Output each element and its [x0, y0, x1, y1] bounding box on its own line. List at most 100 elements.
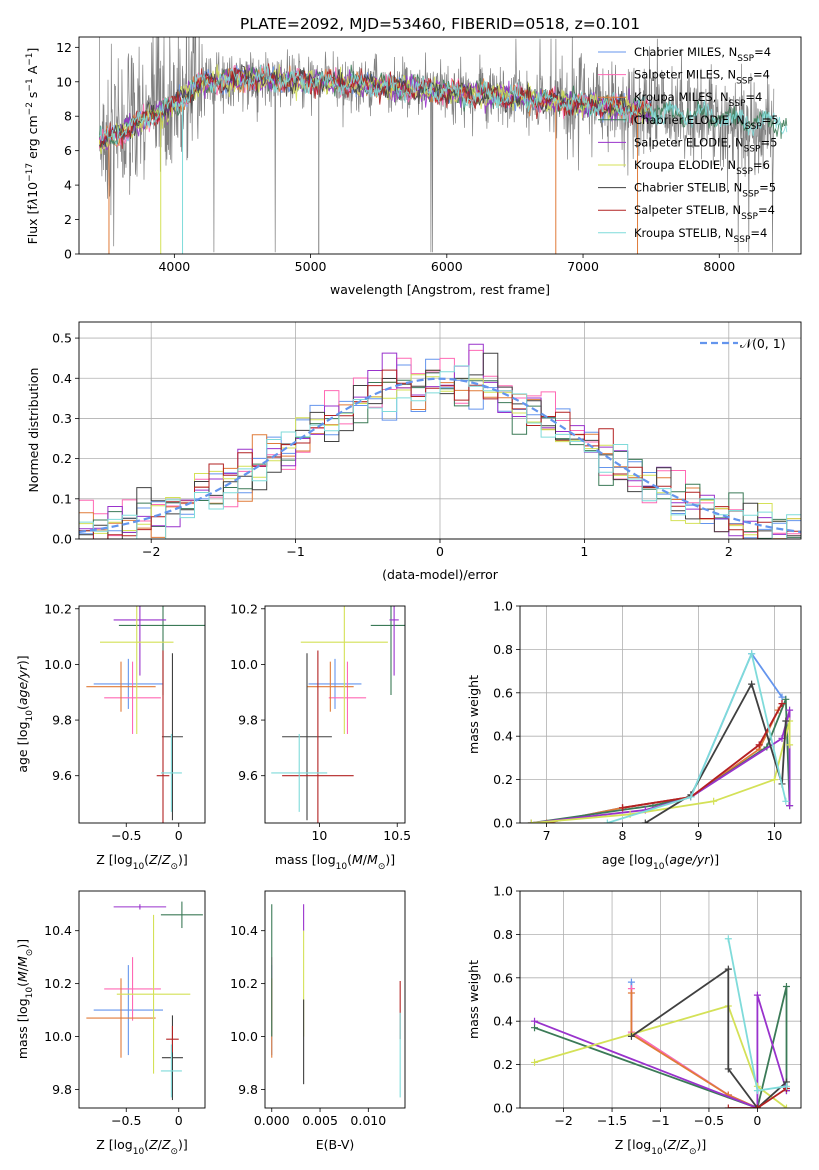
x-tick-label: −2 — [142, 544, 160, 559]
y-tick-label: 9.8 — [52, 713, 72, 728]
y-tick-label: 10.2 — [230, 976, 258, 991]
axes-frame — [78, 890, 206, 1109]
y-tick-label: 10.4 — [230, 923, 258, 938]
x-tick-label: 7000 — [567, 259, 599, 274]
y-tick-label: 0.0 — [493, 1101, 513, 1116]
y-tick-label: 0.0 — [493, 816, 513, 831]
weight-marker — [753, 991, 761, 999]
x-axis-label: Z [log10(Z/Z⊙)] — [96, 1137, 188, 1157]
y-tick-label: 10.0 — [44, 657, 72, 672]
x-tick-label: 0.010 — [350, 1113, 386, 1128]
figure-title: PLATE=2092, MJD=53460, FIBERID=0518, z=0… — [240, 15, 640, 33]
axes-weight-vs-Z: −2 −1.5 −1 −0.5 0 0.0 0.2 0.4 0.6 0.8 1.0 Z [log10(… — [466, 884, 802, 1157]
y-tick-label: 0.8 — [493, 642, 513, 657]
x-tick-label: −1 — [651, 1113, 669, 1128]
x-axis-label: E(B-V) — [316, 1137, 355, 1152]
weight-marker — [641, 819, 649, 823]
weight-marker — [619, 804, 627, 812]
weight-series — [728, 1087, 788, 1108]
weight-series — [622, 703, 783, 809]
y-tick-label: 10.4 — [44, 923, 72, 938]
weight-marker — [782, 982, 790, 990]
x-tick-label: 1 — [580, 544, 588, 559]
weight-marker — [778, 693, 786, 701]
legend-entry: Chabrier ELODIE, NSSP=5 — [634, 113, 779, 132]
x-tick-label: 8000 — [703, 259, 735, 274]
weight-marker — [748, 680, 756, 688]
weight-marker — [786, 706, 794, 714]
y-axis-label: age [log10(age/yr)] — [15, 655, 35, 772]
axes-frame — [264, 890, 406, 1109]
y-axis-label: mass weight — [466, 960, 481, 1039]
x-axis-label: Z [log10(Z/Z⊙)] — [615, 1137, 707, 1157]
plot-area — [271, 904, 401, 1098]
y-tick-label: 0.5 — [52, 331, 72, 346]
y-axis-label: mass [log10(M/M⊙)] — [15, 939, 35, 1059]
x-axis-label: wavelength [Angstrom, rest frame] — [330, 282, 550, 297]
y-tick-label: 2 — [64, 212, 72, 227]
legend-entry: Chabrier MILES, NSSP=4 — [634, 45, 771, 64]
axes-frame — [78, 321, 802, 540]
x-tick-label: −0.5 — [111, 828, 141, 843]
plot-area — [98, 37, 788, 254]
x-tick-label: −1 — [286, 544, 304, 559]
y-tick-label: 10.0 — [44, 1029, 72, 1044]
axes-age-vs-mass: 10 10.5 9.6 9.8 10.0 10.2 mass [log10(M/M⊙)] — [230, 601, 411, 872]
weight-marker — [531, 1017, 539, 1025]
plot-area — [79, 343, 801, 539]
axes-frame — [519, 605, 802, 824]
y-tick-label: 0.6 — [493, 970, 513, 985]
y-tick-label: 10.2 — [44, 976, 72, 991]
y-tick-label: 0.6 — [493, 685, 513, 700]
legend-entry: 𝒩(0, 1) — [740, 336, 786, 351]
weight-series — [534, 986, 788, 1108]
weight-marker — [710, 797, 718, 805]
weight-marker — [782, 1104, 790, 1108]
y-tick-label: 10 — [56, 74, 72, 89]
weight-series — [531, 720, 791, 823]
weight-marker — [786, 802, 794, 810]
x-tick-label: 0 — [175, 828, 183, 843]
plot-area — [86, 606, 205, 823]
x-axis-label: mass [log10(M/M⊙)] — [275, 852, 395, 872]
y-tick-label: 9.6 — [238, 768, 258, 783]
weight-marker — [753, 1087, 761, 1095]
weight-marker — [755, 741, 763, 749]
x-tick-label: 9 — [694, 828, 702, 843]
x-tick-label: 6000 — [431, 259, 463, 274]
y-axis-label: Flux [fλ10−17 erg cm−2 s−1 A−1] — [25, 48, 40, 245]
weight-marker — [724, 965, 732, 973]
legend-entry: Kroupa MILES, NSSP=4 — [634, 90, 762, 109]
x-tick-label: 0 — [175, 1113, 183, 1128]
y-tick-label: 4 — [64, 178, 72, 193]
y-axis-label: Normed distribution — [26, 368, 41, 493]
weight-series — [534, 994, 788, 1108]
axes-age-vs-Z: −0.5 0 9.6 9.8 10.0 10.2 Z [log10(Z/Z⊙)] age [l… — [15, 601, 206, 872]
y-tick-label: 10.2 — [230, 601, 258, 616]
x-tick-label: 0 — [436, 544, 444, 559]
weight-series — [607, 650, 787, 823]
y-tick-label: 0.2 — [493, 772, 513, 787]
model-line — [99, 63, 652, 149]
x-tick-label: −2 — [554, 1113, 572, 1128]
x-tick-label: 10.5 — [383, 828, 411, 843]
y-tick-label: 0.8 — [493, 927, 513, 942]
weight-marker — [724, 1104, 732, 1108]
weight-marker — [527, 819, 535, 823]
gaussian-curve — [79, 377, 801, 534]
y-tick-label: 0.4 — [52, 371, 72, 386]
weight-series — [622, 703, 783, 809]
x-tick-label: −0.5 — [694, 1113, 724, 1128]
x-tick-label: 0.005 — [302, 1113, 338, 1128]
x-tick-label: 10 — [311, 828, 327, 843]
weight-series — [630, 993, 758, 1108]
weight-marker — [753, 1104, 761, 1108]
y-tick-label: 1.0 — [493, 884, 513, 899]
x-tick-label: −1.5 — [597, 1113, 627, 1128]
y-tick-label: 10.0 — [230, 657, 258, 672]
weight-series — [546, 651, 783, 823]
y-tick-label: 8 — [64, 109, 72, 124]
weight-marker — [603, 819, 611, 823]
axes-residuals: −2 −1 0 1 2 0.0 0.1 0.2 0.3 0.4 0.5 (data-model)/er… — [26, 321, 802, 582]
